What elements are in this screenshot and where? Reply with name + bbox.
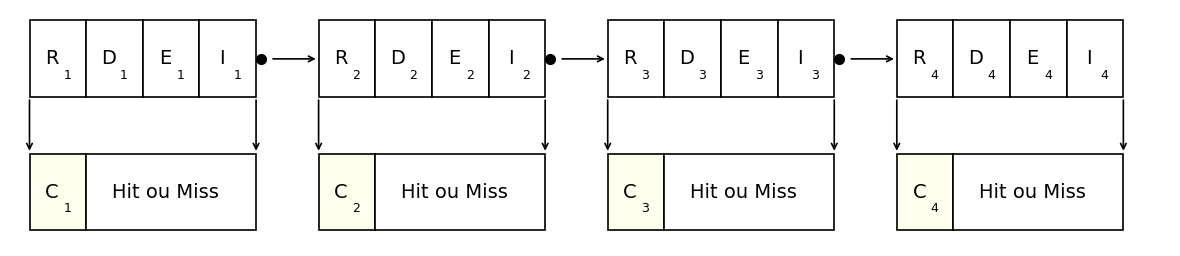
Text: 4: 4 [931,69,938,82]
Bar [30,20,86,97]
Text: 4: 4 [988,69,995,82]
Text: 2: 2 [353,202,360,215]
Text: 2: 2 [409,69,417,82]
Text: R: R [334,49,348,68]
Bar [778,20,834,97]
Bar [319,20,375,97]
Bar [721,20,778,97]
Bar [608,154,664,230]
Text: 1: 1 [234,69,241,82]
Bar [664,20,721,97]
Bar [86,20,143,97]
Text: 2: 2 [523,69,530,82]
Text: C: C [334,183,348,201]
Text: 3: 3 [642,202,649,215]
Text: 1: 1 [177,69,184,82]
Text: Hit ou Miss: Hit ou Miss [112,183,218,201]
Bar [897,20,953,97]
Text: Hit ou Miss: Hit ou Miss [401,183,507,201]
Text: 4: 4 [931,202,938,215]
Text: R: R [45,49,59,68]
Bar [86,154,256,230]
Text: E: E [448,49,460,68]
Text: E: E [159,49,171,68]
Bar [199,20,256,97]
Text: C: C [912,183,926,201]
Bar [489,20,545,97]
Text: 2: 2 [353,69,360,82]
Bar [375,20,432,97]
Text: D: D [391,49,405,68]
Text: 1: 1 [120,69,127,82]
Text: 3: 3 [699,69,706,82]
Text: R: R [623,49,637,68]
Text: I: I [1087,49,1092,68]
Bar [1010,20,1067,97]
Text: C: C [623,183,637,201]
Text: E: E [738,49,749,68]
Text: E: E [1027,49,1038,68]
Text: Hit ou Miss: Hit ou Miss [979,183,1086,201]
Text: 4: 4 [1101,69,1108,82]
Text: Hit ou Miss: Hit ou Miss [690,183,796,201]
Text: D: D [969,49,983,68]
Text: I: I [798,49,802,68]
Text: I: I [509,49,513,68]
Bar [953,20,1010,97]
Text: D: D [101,49,116,68]
Text: 3: 3 [642,69,649,82]
Bar [432,20,489,97]
Text: 1: 1 [64,69,71,82]
Text: D: D [680,49,694,68]
Text: 3: 3 [812,69,819,82]
Text: 3: 3 [755,69,762,82]
Text: 2: 2 [466,69,473,82]
Text: 1: 1 [64,202,71,215]
Bar [30,154,86,230]
Text: I: I [219,49,224,68]
Bar [143,20,199,97]
Bar [953,154,1123,230]
Bar [608,20,664,97]
Bar [897,154,953,230]
Text: 4: 4 [1044,69,1051,82]
Text: R: R [912,49,926,68]
Bar [1067,20,1123,97]
Text: C: C [45,183,59,201]
Bar [664,154,834,230]
Bar [375,154,545,230]
Bar [319,154,375,230]
